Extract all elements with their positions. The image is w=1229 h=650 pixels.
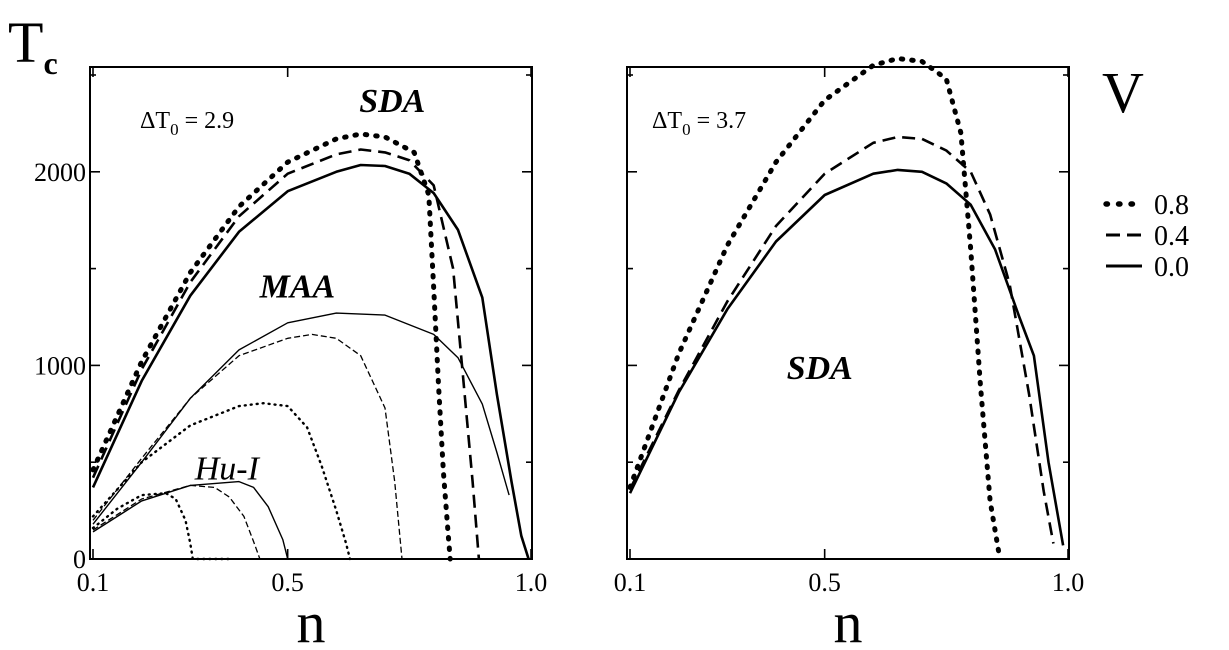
right-ticks: 0.1 0.5 1.0 [614,67,1085,597]
right-x-tick-label: 0.5 [808,568,841,597]
left-series-sda-v04 [91,148,481,560]
left-series-maa-v00 [92,312,510,525]
left-series-hu-i-v04 [92,484,261,560]
legend: V 0.80.40.0 [1102,60,1189,283]
y-axis-label-main: T [8,10,43,75]
legend-label: 0.8 [1154,190,1189,221]
left-series-hu-i-v00 [92,480,289,560]
left-group-label-hu-i: Hu-I [194,451,261,488]
left-series-sda-v08 [90,131,453,562]
left-series-maa-v04 [92,333,403,560]
left-x-tick-label: 1.0 [515,568,548,597]
left-series-sda-v00 [91,163,530,560]
left-y-tick-label: 1000 [34,351,86,380]
right-delta-annotation: ΔT0 = 3.7 [652,108,746,139]
y-axis-label: Tc [8,10,58,81]
right-group-label-sda: SDA [787,350,853,387]
right-delta-symbol: ΔT [652,108,682,134]
right-series-sda-v00 [628,168,1065,546]
right-panel: SDA 0.1 0.5 1.0 n ΔT0 = 3.7 [614,56,1085,650]
left-y-tick-label: 2000 [34,158,86,187]
legend-label: 0.0 [1154,252,1189,283]
right-series-sda-v04 [628,135,1055,544]
left-plot-frame [89,66,533,560]
right-delta-value: = 3.7 [691,108,747,134]
right-x-axis-label: n [834,590,863,650]
right-x-tick-label: 0.1 [614,568,647,597]
left-y-tick-label: 0 [73,545,86,574]
right-plot-frame [626,66,1070,560]
right-curves: SDA [627,56,1065,562]
left-x-axis-label: n [297,590,326,650]
left-series-maa-v08 [91,402,352,561]
left-series-hu-i-v08 [91,492,232,561]
left-group-label-sda: SDA [359,83,425,120]
legend-label: 0.4 [1154,221,1189,252]
left-delta-value: = 2.9 [179,108,235,134]
left-x-tick-label: 0.5 [271,568,304,597]
right-series-sda-v08 [627,56,1003,562]
left-x-tick-label: 0.1 [77,568,110,597]
right-x-tick-label: 1.0 [1052,568,1085,597]
left-curves: SDA MAA Hu-I [90,83,530,562]
y-axis-label-sub: c [43,45,57,81]
left-delta-symbol: ΔT [140,108,170,134]
left-delta-annotation: ΔT0 = 2.9 [140,108,234,139]
left-delta-subscript: 0 [170,120,179,139]
left-group-label-maa: MAA [259,269,336,306]
left-ticks: 0.1 0.5 1.0 0 1000 2000 [34,67,547,597]
legend-entries: 0.80.40.0 [1103,190,1189,283]
right-delta-subscript: 0 [682,120,691,139]
legend-title: V [1102,60,1144,125]
